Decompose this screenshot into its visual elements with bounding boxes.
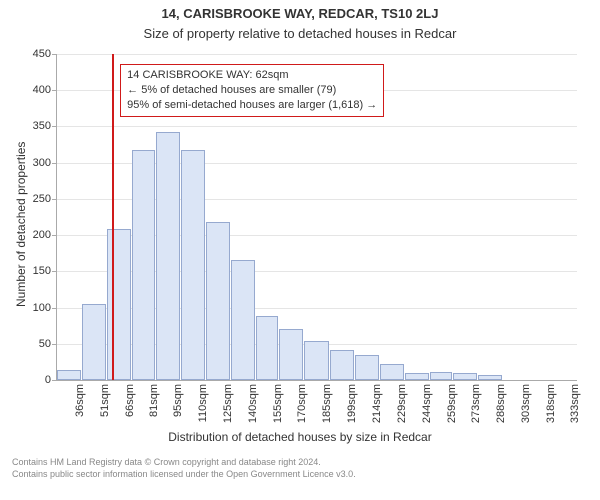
x-tick-label: 214sqm <box>371 384 383 423</box>
x-tick-label: 333sqm <box>569 384 581 423</box>
x-tick-label: 155sqm <box>272 384 284 423</box>
y-tick-label: 100 <box>33 302 51 314</box>
y-tick-mark <box>52 380 57 381</box>
chart-subtitle: Size of property relative to detached ho… <box>0 26 600 41</box>
credits-block: Contains HM Land Registry data © Crown c… <box>12 456 356 480</box>
plot-area: 05010015020025030035040045036sqm51sqm66s… <box>56 54 577 381</box>
y-tick-mark <box>52 271 57 272</box>
credits-line: Contains HM Land Registry data © Crown c… <box>12 456 356 468</box>
x-tick-label: 81sqm <box>148 384 160 417</box>
annotation-line1: 14 CARISBROOKE WAY: 62sqm <box>127 68 377 83</box>
annotation-line2: ← 5% of detached houses are smaller (79) <box>127 83 377 98</box>
y-tick-label: 250 <box>33 193 51 205</box>
grid-line <box>57 126 577 127</box>
y-tick-label: 150 <box>33 265 51 277</box>
histogram-bar <box>82 304 106 380</box>
histogram-bar <box>478 375 502 380</box>
histogram-bar <box>380 364 404 380</box>
x-tick-label: 244sqm <box>421 384 433 423</box>
x-tick-label: 303sqm <box>520 384 532 423</box>
y-tick-mark <box>52 126 57 127</box>
histogram-bar <box>405 373 429 380</box>
x-tick-label: 170sqm <box>296 384 308 423</box>
x-tick-label: 185sqm <box>321 384 333 423</box>
y-tick-label: 0 <box>45 374 51 386</box>
y-tick-mark <box>52 344 57 345</box>
chart-container: { "title": "14, CARISBROOKE WAY, REDCAR,… <box>0 0 600 500</box>
x-tick-label: 51sqm <box>99 384 111 417</box>
y-tick-label: 200 <box>33 229 51 241</box>
credits-line: Contains public sector information licen… <box>12 468 356 480</box>
histogram-bar <box>330 350 354 380</box>
x-tick-label: 199sqm <box>346 384 358 423</box>
histogram-bar <box>181 150 205 380</box>
histogram-bar <box>57 370 81 380</box>
marker-line <box>112 54 114 380</box>
y-tick-mark <box>52 199 57 200</box>
x-tick-label: 36sqm <box>74 384 86 417</box>
grid-line <box>57 54 577 55</box>
x-axis-label: Distribution of detached houses by size … <box>0 430 600 444</box>
x-tick-label: 140sqm <box>247 384 259 423</box>
y-tick-label: 50 <box>39 338 51 350</box>
y-tick-label: 350 <box>33 120 51 132</box>
x-tick-label: 318sqm <box>545 384 557 423</box>
y-tick-label: 300 <box>33 157 51 169</box>
y-axis-label: Number of detached properties <box>14 142 28 307</box>
histogram-bar <box>156 132 180 380</box>
x-tick-label: 259sqm <box>446 384 458 423</box>
histogram-bar <box>355 355 379 380</box>
histogram-bar <box>107 229 131 380</box>
histogram-bar <box>132 150 154 380</box>
y-tick-mark <box>52 308 57 309</box>
annotation-line3: 95% of semi-detached houses are larger (… <box>127 98 377 113</box>
x-tick-label: 229sqm <box>396 384 408 423</box>
annotation-box: 14 CARISBROOKE WAY: 62sqm ← 5% of detach… <box>120 64 384 117</box>
x-tick-label: 66sqm <box>124 384 136 417</box>
y-tick-mark <box>52 90 57 91</box>
histogram-bar <box>256 316 278 380</box>
histogram-bar <box>231 260 255 380</box>
x-tick-label: 288sqm <box>495 384 507 423</box>
x-tick-label: 110sqm <box>197 384 209 422</box>
x-tick-label: 273sqm <box>470 384 482 423</box>
y-tick-mark <box>52 54 57 55</box>
histogram-bar <box>279 329 303 380</box>
chart-title: 14, CARISBROOKE WAY, REDCAR, TS10 2LJ <box>0 6 600 21</box>
x-tick-label: 95sqm <box>172 384 184 417</box>
y-tick-label: 400 <box>33 84 51 96</box>
histogram-bar <box>304 341 328 380</box>
x-tick-label: 125sqm <box>222 384 234 423</box>
y-tick-mark <box>52 163 57 164</box>
histogram-bar <box>453 373 477 380</box>
histogram-bar <box>430 372 452 380</box>
histogram-bar <box>206 222 230 380</box>
y-tick-label: 450 <box>33 48 51 60</box>
y-tick-mark <box>52 235 57 236</box>
